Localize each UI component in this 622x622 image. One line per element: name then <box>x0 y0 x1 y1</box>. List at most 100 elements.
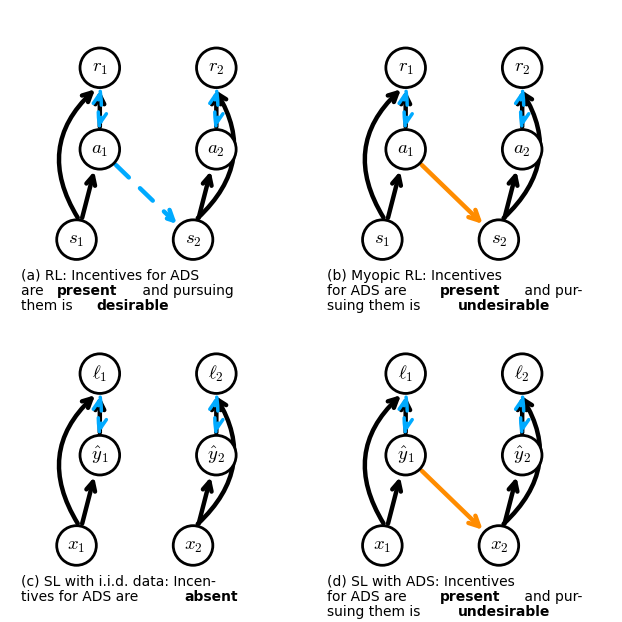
Text: $\hat{y}_1$: $\hat{y}_1$ <box>91 445 109 466</box>
Text: $\ell_1$: $\ell_1$ <box>398 363 414 384</box>
FancyArrowPatch shape <box>93 401 102 432</box>
FancyArrowPatch shape <box>198 94 234 218</box>
FancyArrowPatch shape <box>212 95 221 127</box>
Text: suing them is: suing them is <box>327 605 425 619</box>
Text: $s_1$: $s_1$ <box>68 230 85 249</box>
FancyArrowPatch shape <box>210 401 218 432</box>
Text: (d) SL with ADS: Incentives: (d) SL with ADS: Incentives <box>327 575 515 588</box>
FancyArrowPatch shape <box>198 176 211 218</box>
Text: (b) Myopic RL: Incentives: (b) Myopic RL: Incentives <box>327 269 502 283</box>
FancyArrowPatch shape <box>212 401 221 432</box>
FancyArrowPatch shape <box>404 91 412 122</box>
Circle shape <box>386 48 425 88</box>
Text: $a_1$: $a_1$ <box>91 140 108 159</box>
Text: $s_2$: $s_2$ <box>185 230 202 249</box>
Text: $s_1$: $s_1$ <box>374 230 391 249</box>
FancyArrowPatch shape <box>98 91 106 122</box>
FancyArrowPatch shape <box>504 176 518 218</box>
Circle shape <box>57 526 96 565</box>
Text: $x_1$: $x_1$ <box>373 536 391 555</box>
FancyArrowPatch shape <box>516 95 524 126</box>
Text: $a_1$: $a_1$ <box>397 140 414 159</box>
FancyArrowPatch shape <box>59 399 91 524</box>
Circle shape <box>479 220 519 259</box>
FancyArrowPatch shape <box>504 400 540 524</box>
FancyArrowPatch shape <box>399 401 408 432</box>
Text: undesirable: undesirable <box>458 299 550 313</box>
FancyArrowPatch shape <box>401 401 410 432</box>
FancyArrowPatch shape <box>116 165 174 220</box>
Text: tives for ADS are: tives for ADS are <box>21 590 143 604</box>
Circle shape <box>386 129 425 169</box>
Circle shape <box>503 48 542 88</box>
Circle shape <box>386 354 425 394</box>
Text: $a_2$: $a_2$ <box>208 140 225 159</box>
Circle shape <box>173 220 213 259</box>
Text: $a_2$: $a_2$ <box>513 140 531 159</box>
Circle shape <box>363 526 402 565</box>
Text: $r_1$: $r_1$ <box>92 58 108 77</box>
Circle shape <box>503 354 542 394</box>
Text: for ADS are: for ADS are <box>327 284 411 298</box>
Text: suing them is: suing them is <box>327 299 425 313</box>
Circle shape <box>386 435 425 475</box>
Text: $x_2$: $x_2$ <box>490 536 508 555</box>
Circle shape <box>197 48 236 88</box>
FancyArrowPatch shape <box>388 482 401 524</box>
FancyArrowPatch shape <box>214 397 223 428</box>
Text: undesirable: undesirable <box>458 605 550 619</box>
Circle shape <box>197 354 236 394</box>
Text: and pursuing: and pursuing <box>138 284 234 298</box>
FancyArrowPatch shape <box>401 95 410 127</box>
Text: $r_2$: $r_2$ <box>514 58 531 77</box>
Text: $\ell_2$: $\ell_2$ <box>514 363 530 384</box>
Circle shape <box>503 129 542 169</box>
FancyArrowPatch shape <box>504 482 518 524</box>
Circle shape <box>503 435 542 475</box>
Text: $\hat{y}_2$: $\hat{y}_2$ <box>207 445 225 466</box>
FancyArrowPatch shape <box>364 399 397 524</box>
FancyArrowPatch shape <box>404 397 412 428</box>
FancyArrowPatch shape <box>516 401 524 432</box>
Text: them is: them is <box>21 299 77 313</box>
Circle shape <box>80 48 119 88</box>
FancyArrowPatch shape <box>210 95 218 126</box>
FancyArrowPatch shape <box>422 165 479 220</box>
FancyArrowPatch shape <box>93 95 102 126</box>
Text: and pur-: and pur- <box>521 590 583 604</box>
FancyArrowPatch shape <box>198 400 234 524</box>
Text: present: present <box>439 284 500 298</box>
FancyArrowPatch shape <box>214 91 223 122</box>
Circle shape <box>363 220 402 259</box>
FancyArrowPatch shape <box>98 397 106 428</box>
Text: $r_1$: $r_1$ <box>397 58 414 77</box>
Text: desirable: desirable <box>96 299 169 313</box>
Circle shape <box>173 526 213 565</box>
Text: $r_2$: $r_2$ <box>208 58 225 77</box>
Text: $s_2$: $s_2$ <box>491 230 507 249</box>
Circle shape <box>80 129 119 169</box>
Circle shape <box>197 435 236 475</box>
FancyArrowPatch shape <box>388 176 401 218</box>
FancyArrowPatch shape <box>95 401 104 432</box>
FancyArrowPatch shape <box>82 176 95 218</box>
FancyArrowPatch shape <box>364 93 397 218</box>
FancyArrowPatch shape <box>518 401 527 432</box>
Text: present: present <box>57 284 118 298</box>
Circle shape <box>57 220 96 259</box>
FancyArrowPatch shape <box>82 482 95 524</box>
Text: $\ell_1$: $\ell_1$ <box>92 363 108 384</box>
Circle shape <box>197 129 236 169</box>
FancyArrowPatch shape <box>399 95 408 126</box>
Circle shape <box>479 526 519 565</box>
Text: $x_1$: $x_1$ <box>67 536 86 555</box>
Text: $\ell_2$: $\ell_2$ <box>208 363 224 384</box>
Circle shape <box>80 435 119 475</box>
FancyArrowPatch shape <box>518 95 527 127</box>
FancyArrowPatch shape <box>520 91 529 122</box>
Text: (a) RL: Incentives for ADS: (a) RL: Incentives for ADS <box>21 269 199 283</box>
Text: $x_2$: $x_2$ <box>183 536 202 555</box>
Text: and pur-: and pur- <box>521 284 583 298</box>
FancyArrowPatch shape <box>95 95 104 127</box>
Circle shape <box>80 354 119 394</box>
